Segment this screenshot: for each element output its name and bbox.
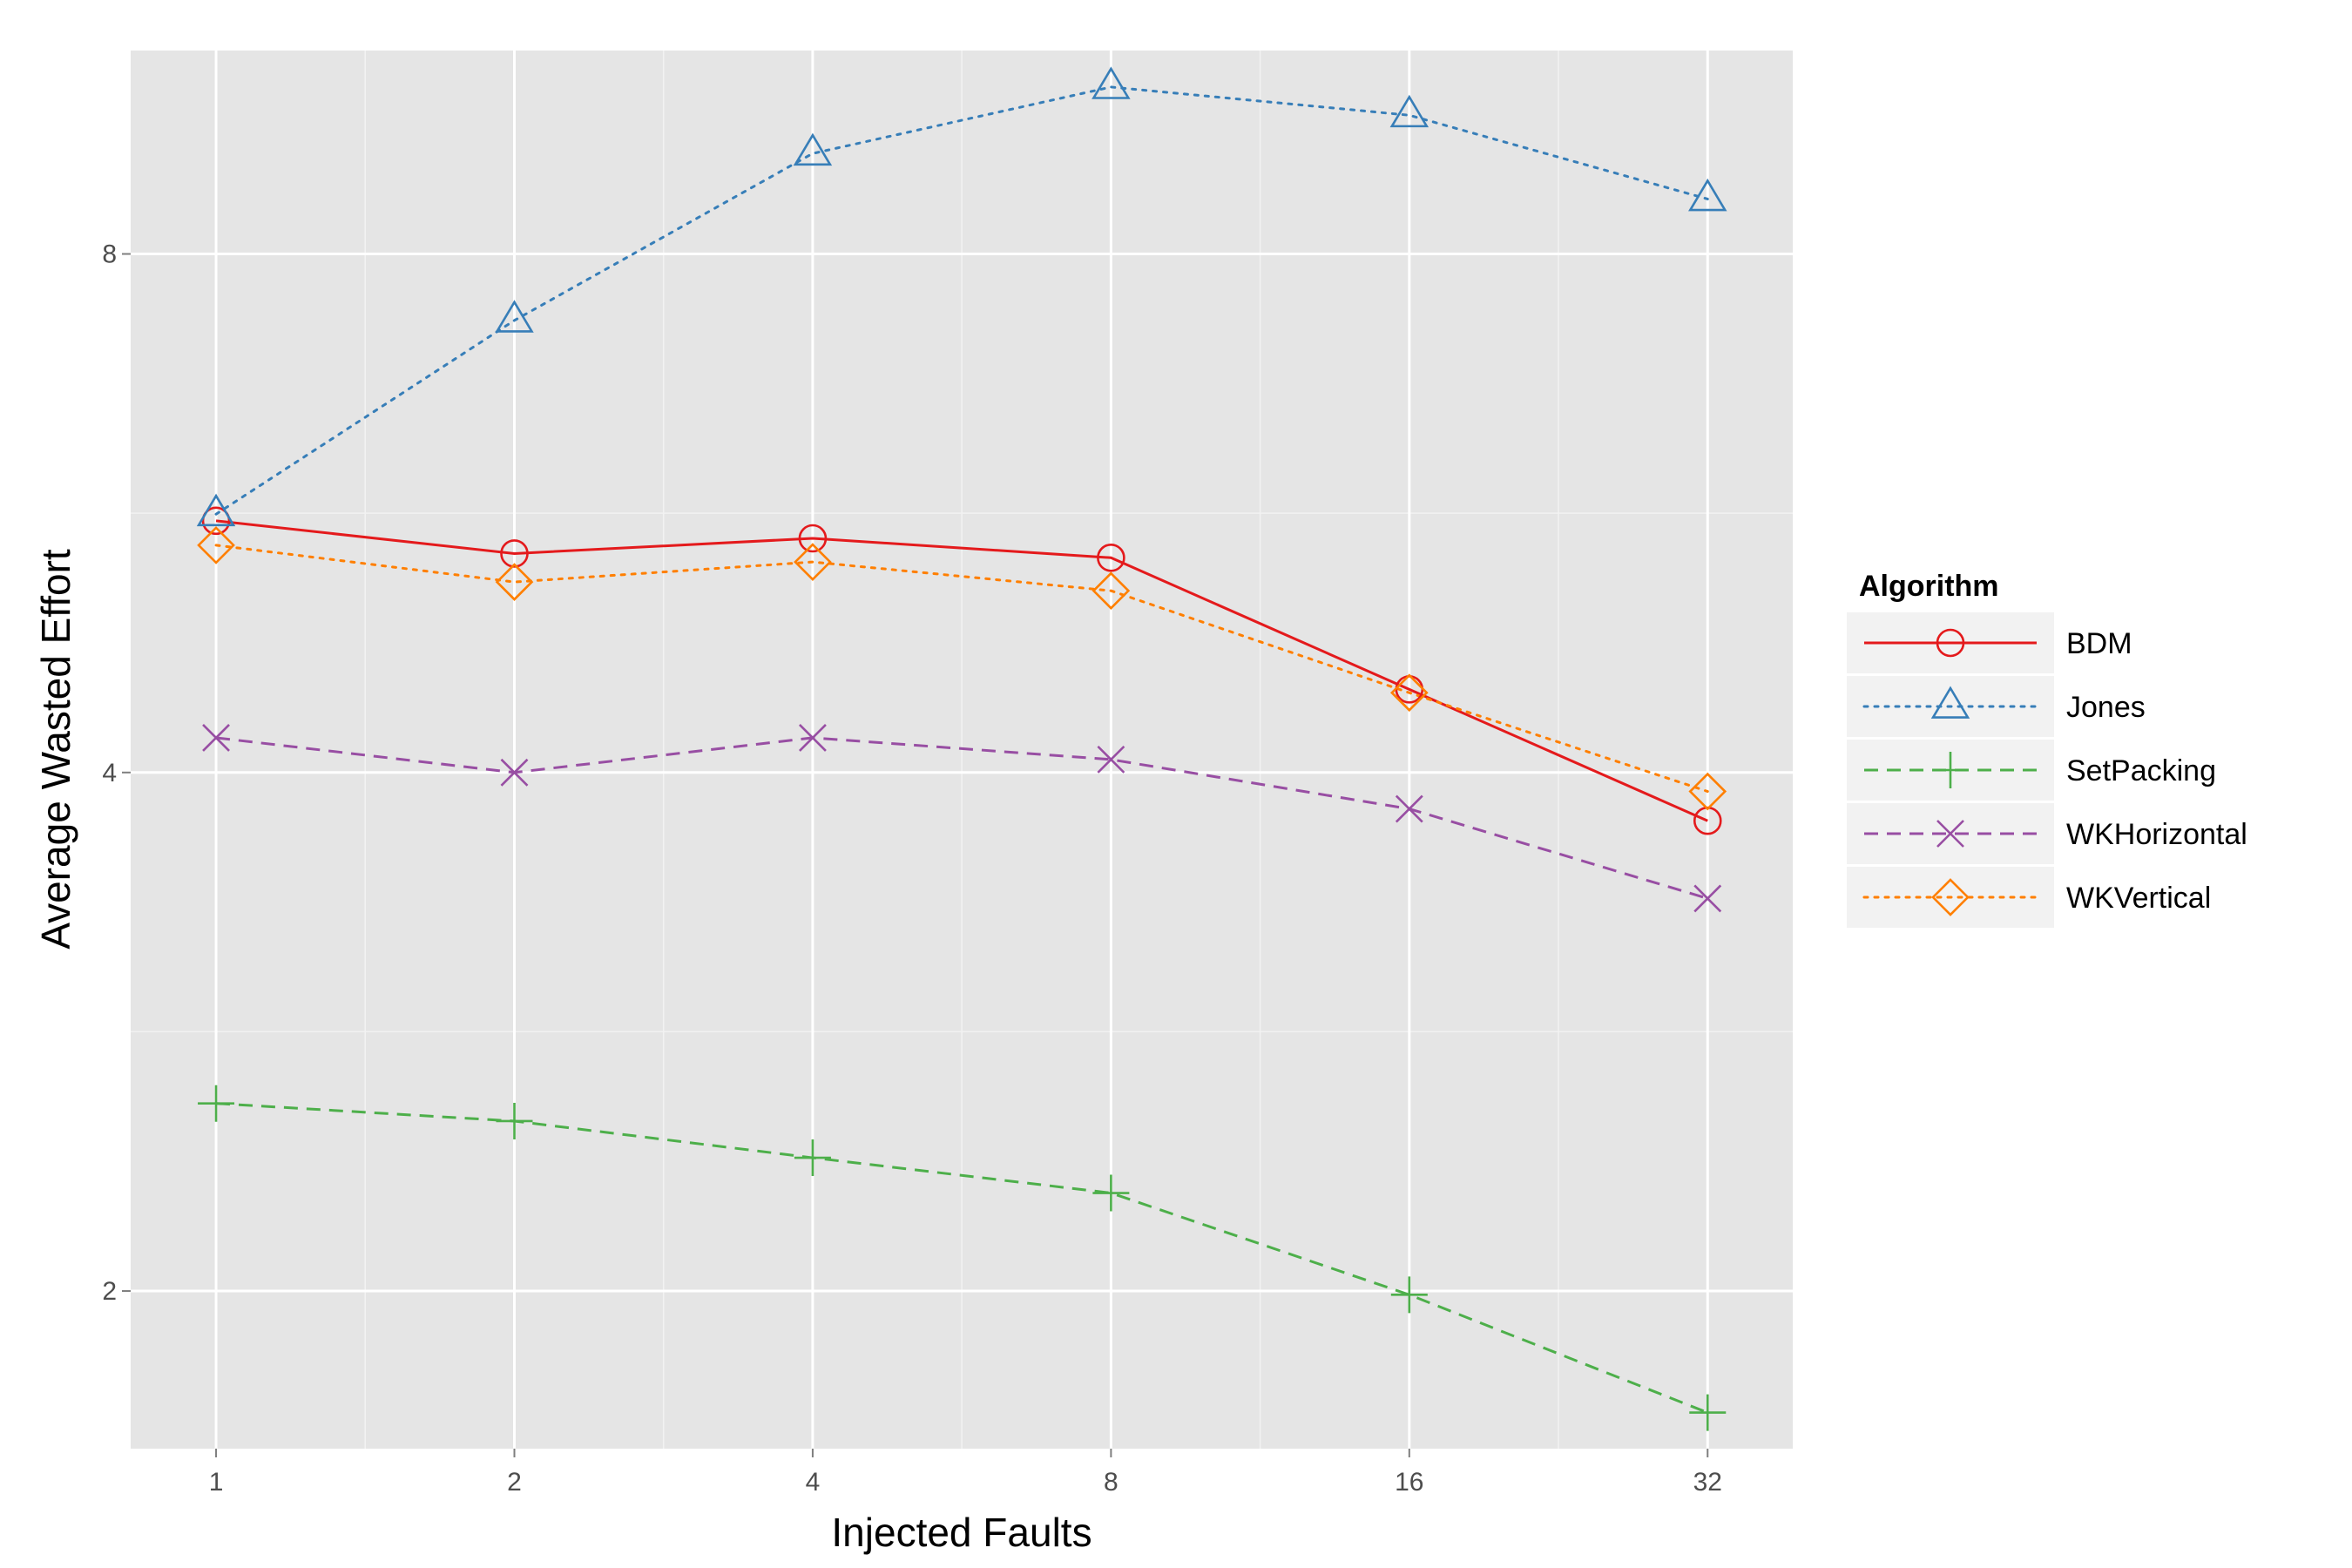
major-gridlines: [131, 51, 1793, 1449]
legend-label: Jones: [2066, 691, 2146, 724]
data-point-setpacking: [794, 1139, 831, 1177]
data-point-bdm: [500, 539, 529, 568]
legend-label: WKHorizontal: [2066, 818, 2247, 851]
data-point-wkvertical: [1389, 673, 1429, 713]
data-point-bdm: [1097, 543, 1125, 572]
legend: Algorithm BDM Jones SetPacking WKHorizontal…: [1847, 570, 2247, 928]
y-tick-label: 2: [102, 1277, 117, 1306]
data-point-setpacking: [1689, 1394, 1727, 1431]
x-tick-label: 2: [507, 1468, 522, 1497]
y-tick-label: 8: [102, 240, 117, 269]
data-point-wkhorizontal: [500, 758, 529, 787]
data-point-setpacking: [1390, 1276, 1428, 1314]
x-tick-label: 32: [1693, 1468, 1722, 1497]
y-tick-label: 4: [102, 759, 117, 787]
legend-item-setpacking: SetPacking: [1847, 740, 2216, 801]
series-line-bdm: [215, 519, 1708, 822]
data-point-setpacking: [496, 1102, 533, 1139]
y-axis-title: Average Wasted Effort: [33, 549, 78, 950]
data-point-wkvertical: [495, 563, 534, 601]
legend-key-marker: [1932, 752, 1969, 788]
x-tick-label: 4: [806, 1468, 821, 1497]
series-line-jones: [214, 85, 1709, 516]
data-point-wkhorizontal: [1097, 745, 1125, 774]
legend-key-marker: [1936, 820, 1964, 848]
data-point-jones: [495, 300, 534, 333]
data-point-bdm: [798, 524, 828, 553]
legend-item-bdm: BDM: [1847, 612, 2132, 673]
series-line-wkhorizontal: [215, 736, 1708, 900]
legend-item-wkvertical: WKVertical: [1847, 867, 2211, 928]
series-lines: [214, 85, 1709, 1415]
series-line-wkvertical: [214, 544, 1709, 794]
data-point-jones: [793, 132, 833, 166]
legend-label: WKVertical: [2066, 882, 2211, 915]
x-axis-title: Injected Faults: [831, 1510, 1092, 1555]
data-point-wkvertical: [1688, 772, 1727, 811]
x-tick-label: 16: [1395, 1468, 1423, 1497]
data-point-wkhorizontal: [1693, 884, 1722, 913]
data-point-wkvertical: [794, 543, 832, 581]
data-point-wkvertical: [197, 526, 235, 564]
data-point-jones: [196, 493, 236, 527]
legend-label: SetPacking: [2066, 754, 2216, 787]
axis-ticks: [122, 253, 1709, 1457]
data-point-jones: [1688, 178, 1727, 212]
data-point-wkvertical: [1092, 571, 1131, 610]
data-point-setpacking: [198, 1085, 235, 1122]
data-point-wkhorizontal: [202, 724, 230, 752]
legend-title: Algorithm: [1859, 570, 1999, 603]
legend-label: BDM: [2066, 627, 2132, 660]
data-point-setpacking: [1092, 1174, 1130, 1212]
data-point-bdm: [201, 506, 231, 536]
series-markers: [196, 66, 1727, 1431]
legend-item-jones: Jones: [1847, 676, 2146, 737]
x-tick-label: 8: [1104, 1468, 1119, 1497]
legend-key-marker: [1936, 628, 1965, 658]
data-point-jones: [1092, 66, 1131, 99]
data-point-wkhorizontal: [1395, 794, 1423, 823]
legend-item-wkhorizontal: WKHorizontal: [1847, 803, 2247, 864]
legend-key-marker: [1930, 686, 1970, 719]
legend-key-marker: [1931, 878, 1970, 916]
data-point-wkhorizontal: [799, 724, 827, 752]
data-point-jones: [1389, 94, 1429, 128]
tick-labels: 1 2 4 8 16 32 2 4 8: [102, 240, 1722, 1497]
series-line-setpacking: [215, 1102, 1708, 1415]
x-tick-label: 1: [209, 1468, 224, 1497]
